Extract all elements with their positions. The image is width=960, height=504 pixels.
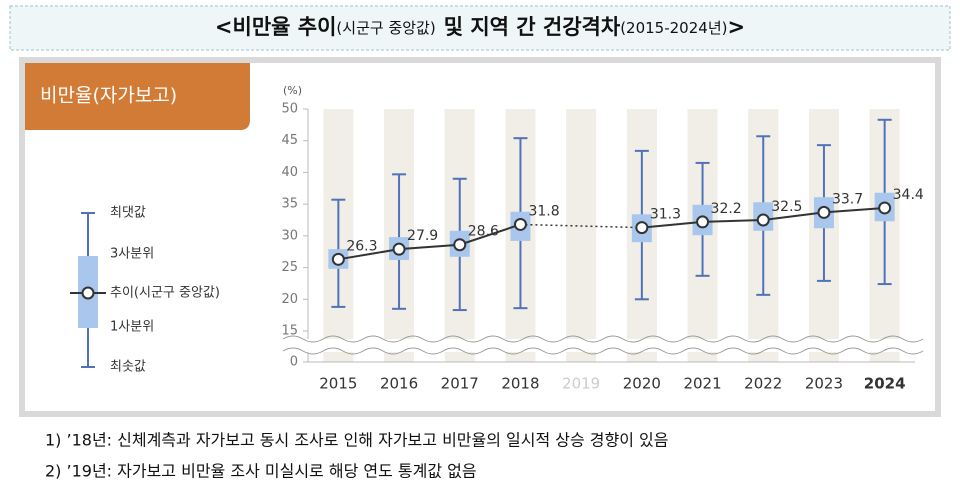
y-tick-label: 50 xyxy=(281,102,298,117)
data-label: 32.5 xyxy=(771,199,802,215)
median-point xyxy=(331,252,345,266)
data-label: 31.3 xyxy=(650,207,681,223)
data-label: 33.7 xyxy=(832,191,863,207)
median-point xyxy=(756,213,770,227)
x-tick-label: 2017 xyxy=(441,375,479,393)
legend-label: 3사분위 xyxy=(110,247,154,262)
x-tick-label: 2022 xyxy=(744,375,782,393)
panel-label: 비만율(자가보고) xyxy=(40,85,177,107)
chart-title: <비만율 추이(시군구 중앙값) 및 지역 간 건강격차(2015-2024년)> xyxy=(215,15,745,39)
x-tick-label: 2020 xyxy=(623,375,661,393)
y-tick-label: 15 xyxy=(281,324,298,339)
legend-label: 추이(시군구 중앙값) xyxy=(110,286,220,301)
median-point xyxy=(453,238,467,252)
title-box xyxy=(9,5,951,51)
y-tick-label: 25 xyxy=(281,260,298,275)
title-part: 및 지역 간 건강격차 xyxy=(444,15,621,39)
x-tick-label: 2015 xyxy=(319,375,357,393)
y-tick-label: 20 xyxy=(281,292,298,307)
y-tick-label: 30 xyxy=(281,228,298,243)
median-point xyxy=(635,221,649,235)
title-part: (2015-2024년) xyxy=(620,19,727,37)
median-point xyxy=(817,205,831,219)
x-tick-label: 2023 xyxy=(805,375,843,393)
median-point xyxy=(392,242,406,256)
data-label: 32.2 xyxy=(711,201,742,217)
legend-point xyxy=(81,286,95,300)
median-point xyxy=(878,201,892,215)
y-tick-label: 45 xyxy=(281,133,298,148)
x-tick-label: 2019 xyxy=(562,375,600,393)
data-label: 34.4 xyxy=(893,187,924,203)
y-tick-label: 35 xyxy=(281,197,298,212)
note: 2) ’19년: 자가보고 비만율 조사 미실시로 해당 연도 통계값 없음 xyxy=(45,462,477,481)
axis-break xyxy=(283,339,920,352)
data-label: 27.9 xyxy=(407,228,438,244)
note: 1) ’18년: 신체계측과 자가보고 동시 조사로 인해 자가보고 비만율의 … xyxy=(45,431,669,450)
title-part: (시군구 중앙값) xyxy=(336,19,435,37)
panel-tab xyxy=(25,63,250,130)
y-tick-label: 40 xyxy=(281,165,298,180)
x-tick-label: 2016 xyxy=(380,375,418,393)
data-label: 26.3 xyxy=(346,238,377,254)
x-tick-label: 2021 xyxy=(683,375,721,393)
unit-label: (%) xyxy=(283,84,302,97)
data-label: 28.6 xyxy=(468,224,499,240)
axis-break-wave xyxy=(282,347,924,355)
title-part: <비만율 추이 xyxy=(215,15,337,39)
legend-label: 최댓값 xyxy=(110,206,146,221)
x-tick-label: 2018 xyxy=(501,375,539,393)
median-point xyxy=(696,215,710,229)
y-tick-label: 0 xyxy=(290,355,298,370)
axis-break-wave xyxy=(282,335,924,343)
legend-label: 1사분위 xyxy=(110,320,154,335)
x-tick-label: 2024 xyxy=(864,375,906,393)
gap-connector xyxy=(520,223,642,229)
legend-label: 최솟값 xyxy=(110,360,146,375)
title-part: > xyxy=(727,15,745,39)
data-label: 31.8 xyxy=(528,203,559,219)
median-point xyxy=(513,217,527,231)
category-stripe xyxy=(566,109,597,362)
